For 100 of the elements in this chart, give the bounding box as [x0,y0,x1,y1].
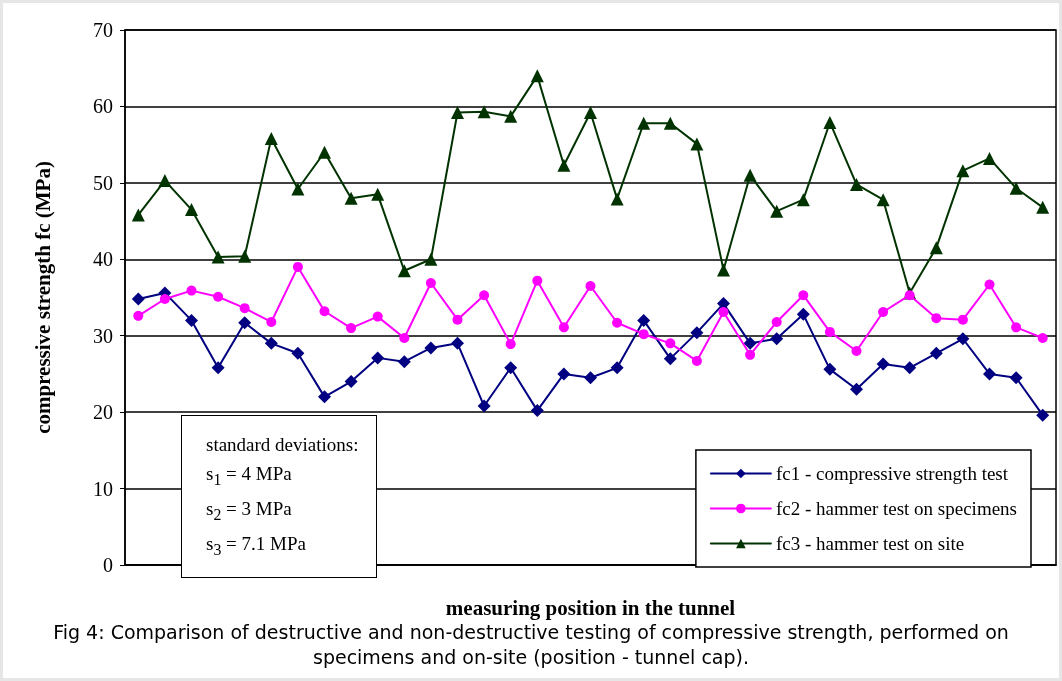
point [504,361,518,375]
point [530,404,544,418]
point [690,326,704,340]
point [291,346,305,360]
point [638,329,649,340]
point [957,314,968,325]
annotation: standard deviations: [206,433,360,457]
point [665,338,676,349]
point [585,281,596,292]
point [663,116,677,130]
point [452,314,463,325]
point [878,307,889,318]
legend-label: fc2 - hammer test on specimens [775,498,1018,519]
point [451,106,464,120]
point [318,390,331,404]
point [371,351,385,365]
point [956,164,970,178]
point [213,291,224,302]
annotation: s$_{2}$ = 3 MPa [206,496,293,525]
point [344,375,358,389]
point [266,316,277,327]
point [318,145,331,159]
point [983,151,996,165]
point [185,313,198,327]
point [371,187,385,201]
point [690,137,704,151]
point [850,382,863,396]
point [904,290,915,301]
y-tick-label: 40 [93,248,113,271]
point [131,208,145,222]
annotation: s$_{3}$ = 7.1 MPa [206,531,307,560]
point [745,349,756,360]
caption: Fig 4: Comparison of destructive and non-destructive testing of compressive strength, performed on specimens and on-site (position - tunnel cap). [52,620,1010,670]
point [796,193,810,207]
point [479,290,490,301]
point [558,322,569,333]
y-tick-label: 50 [93,171,113,194]
point [929,241,943,255]
point [1011,322,1022,333]
point [1036,200,1050,214]
point [1037,333,1048,343]
point [477,399,491,413]
point [824,326,835,337]
point [185,203,198,217]
point [771,316,782,327]
point [264,336,278,350]
point [637,313,651,327]
point [399,333,410,343]
y-tick-label: 30 [93,324,113,347]
point [557,367,571,381]
point [397,264,411,278]
point [504,109,518,123]
point [770,332,784,346]
point [584,371,597,385]
point [532,275,543,286]
point [743,336,757,350]
point [929,346,943,360]
point [984,279,995,290]
point [530,69,544,83]
point [131,292,145,306]
point [610,192,624,206]
point [1009,371,1023,385]
point [186,285,197,296]
point [344,191,358,205]
point [718,307,729,318]
point [876,193,890,207]
point [159,294,170,305]
point [346,323,357,334]
y-tick-label: 20 [93,401,113,424]
legend-label: fc1 - compressive strength test [775,463,1009,484]
point [663,352,677,366]
point [425,277,436,288]
point [505,339,516,350]
point [823,115,837,129]
point [743,168,757,182]
point [1036,408,1050,422]
point [903,361,917,375]
point [319,306,330,317]
point [717,263,730,277]
point [424,341,438,355]
point [584,106,597,120]
legend-label: fc3 - hammer test on site [775,533,965,554]
point [211,361,225,375]
point [557,158,571,172]
point [798,290,809,301]
annotation: s$_{1}$ = 4 MPa [206,462,293,490]
point [238,249,252,263]
point [637,116,651,130]
point [238,316,252,330]
point [850,177,863,191]
x-axis-title: measuring position in the tunnel [445,595,736,620]
point [610,361,624,375]
point [876,357,890,371]
point [372,311,383,322]
point [451,336,464,350]
y-axis-title: compressive strength fc (MPa) [30,161,55,434]
point [851,346,862,356]
point [291,182,305,196]
point [424,252,438,266]
point [397,355,411,369]
